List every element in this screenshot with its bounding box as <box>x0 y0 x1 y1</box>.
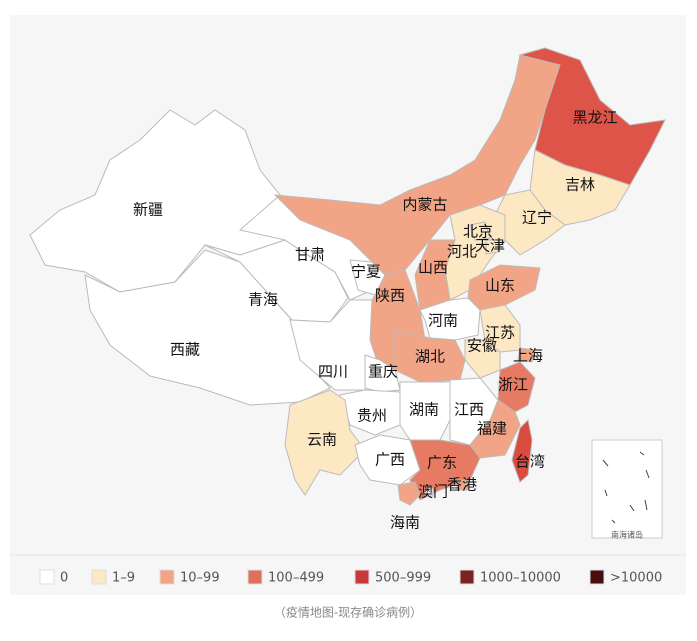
province-label: 辽宁 <box>522 209 552 227</box>
legend-label: 0 <box>60 571 68 586</box>
legend-label: 100–499 <box>268 571 324 586</box>
province-label: 澳门 <box>418 483 448 501</box>
province <box>409 439 481 501</box>
province-label: 山东 <box>485 277 515 295</box>
province <box>485 239 499 255</box>
legend: 0 1–9 10–99 100–499 500–999 1000–10000 >10000 <box>39 569 662 586</box>
province <box>84 249 331 406</box>
inset-label: 南海诸岛 <box>611 530 643 540</box>
legend-swatch <box>354 569 370 585</box>
province-label: 江西 <box>454 401 484 419</box>
legend-swatch <box>91 569 107 585</box>
province-label: 四川 <box>318 363 348 381</box>
province-label: 天津 <box>475 237 505 255</box>
province-label: 广东 <box>427 454 457 472</box>
province-label: 云南 <box>307 431 337 449</box>
province-label: 福建 <box>477 420 507 438</box>
province-label: 河北 <box>447 243 477 261</box>
province-label: 河南 <box>428 312 458 330</box>
province-label: 内蒙古 <box>402 196 447 214</box>
province-label: 青海 <box>248 291 278 309</box>
province-label: 香港 <box>447 476 477 494</box>
province-label: 宁夏 <box>351 263 381 281</box>
province <box>469 221 491 241</box>
legend-swatch <box>247 569 263 585</box>
province-label: 陕西 <box>375 287 405 305</box>
province <box>456 479 469 491</box>
legend-label: 1000–10000 <box>480 571 561 586</box>
province-label: 重庆 <box>368 363 398 381</box>
province <box>289 299 381 391</box>
province-label: 湖北 <box>415 348 445 366</box>
province-label: 西藏 <box>170 341 200 359</box>
legend-label: 500–999 <box>375 571 431 586</box>
province-label: 湖南 <box>409 401 439 419</box>
legend-label: >10000 <box>610 571 662 586</box>
province-label: 广西 <box>375 451 405 469</box>
inset-box <box>591 439 663 539</box>
legend-swatch <box>39 569 55 585</box>
province <box>511 418 533 483</box>
province <box>419 297 481 341</box>
legend-swatch <box>459 569 475 585</box>
province-label: 吉林 <box>565 176 595 194</box>
province-label: 甘肃 <box>295 246 325 264</box>
caption: （疫情地图-现存确诊病例） <box>274 605 422 620</box>
province <box>354 434 421 486</box>
map <box>29 47 666 506</box>
province-label: 北京 <box>463 223 493 241</box>
province <box>397 481 421 506</box>
province-label: 台湾 <box>515 453 545 471</box>
province <box>518 47 666 186</box>
province <box>517 347 536 363</box>
legend-swatch <box>159 569 175 585</box>
province <box>424 487 434 497</box>
province-label: 江苏 <box>485 324 515 342</box>
province-label: 安徽 <box>467 337 497 355</box>
province-label: 海南 <box>390 514 420 532</box>
legend-swatch <box>589 569 605 585</box>
legend-label: 10–99 <box>180 571 220 586</box>
province <box>394 329 466 383</box>
inset-islands <box>602 451 650 524</box>
province <box>284 389 366 496</box>
province-label: 新疆 <box>133 201 163 219</box>
province-label: 上海 <box>513 347 543 365</box>
province-label: 黑龙江 <box>572 109 617 127</box>
province-label: 浙江 <box>498 376 528 394</box>
province-label: 山西 <box>418 259 448 277</box>
province-label: 贵州 <box>357 407 387 425</box>
legend-label: 1–9 <box>112 571 135 586</box>
